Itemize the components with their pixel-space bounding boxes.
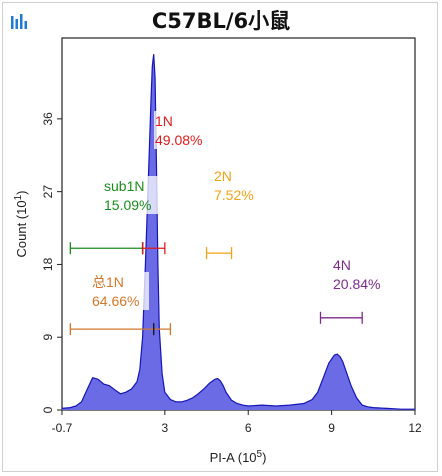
gate-label-bg [103,176,161,214]
gate-percent-label: 7.52% [214,187,254,203]
y-tick-label: 18 [41,257,55,271]
plot-area [61,37,416,411]
gate-label-bg [213,166,271,204]
y-axis-label: Count (101) [13,191,29,258]
gate-label-bg [154,111,212,149]
gate-percent-label: 64.66% [92,293,139,309]
x-tick-label: 6 [245,421,252,435]
gate-percent-label: 15.09% [104,197,151,213]
gate-label-bg [91,272,149,310]
figure-frame [2,2,438,472]
gate-percent-label: 20.84% [333,276,380,292]
bar-chart-icon[interactable] [10,12,28,30]
gate-name-label: sub1N [104,178,144,194]
gate-label-bg [332,255,390,293]
y-tick-label: 9 [41,334,55,341]
histogram-layer [61,54,415,410]
gate-name-label: 1N [155,113,173,129]
y-tick-label: 0 [41,406,55,413]
y-tick-label: 27 [41,185,55,199]
gate-name-label: 2N [214,168,232,184]
y-tick-label: 36 [41,112,55,126]
histogram-outline [61,54,415,410]
gate-name-label: 4N [333,257,351,273]
x-tick-label: 3 [161,421,168,435]
chart-title: C57BL/6小鼠 [151,9,291,33]
x-tick-label: -0.7 [52,421,73,435]
gate-layer: sub1N 15.09% 1N 49.08% 2N 7.52% 总1N 64.66% 4N 20.… [69,111,390,336]
histogram-fill [62,54,415,410]
gate-percent-label: 49.08% [155,132,202,148]
x-axis-label: PI-A (105) [210,449,267,465]
gate-name-label: 总1N [92,274,124,290]
x-tick-label: 12 [408,421,422,435]
x-tick-label: 9 [328,421,335,435]
